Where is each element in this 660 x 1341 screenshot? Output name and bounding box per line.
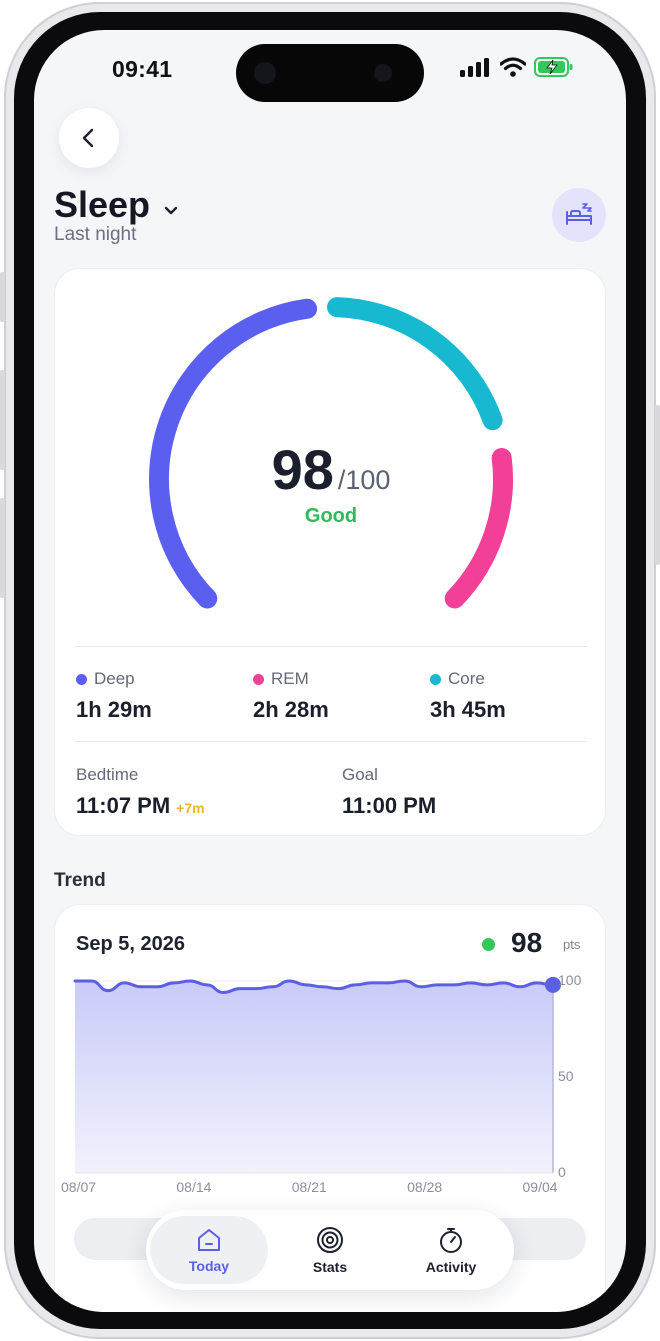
stage-rem: REM 2h 28m — [253, 669, 329, 723]
page-subtitle: Last night — [54, 224, 137, 245]
tab-activity-label: Activity — [425, 1258, 477, 1275]
bedtime-value: 11:07 PM — [76, 793, 171, 818]
x-tick-label: 08/21 — [291, 1179, 327, 1195]
stage-rem-label: REM — [271, 669, 309, 688]
sleep-score-card: 98/100 Good Deep 1h 29m REM 2h 28m Core … — [54, 268, 606, 836]
stage-deep-label: Deep — [94, 669, 135, 688]
bed-icon — [566, 203, 592, 225]
x-tick-label: 08/07 — [61, 1179, 97, 1195]
trend-area — [75, 981, 553, 1173]
volume-up-button — [0, 370, 5, 470]
goal-label: Goal — [342, 765, 378, 784]
goal: Goal 11:00 PM — [342, 765, 436, 819]
stopwatch-icon — [440, 1227, 462, 1253]
core-arc — [327, 297, 503, 431]
core-dot — [430, 673, 441, 685]
home-icon — [198, 1228, 220, 1251]
page-title[interactable]: Sleep — [54, 184, 151, 225]
divider — [75, 646, 587, 647]
trend-status-dot — [482, 938, 495, 951]
stage-rem-value: 2h 28m — [253, 697, 329, 722]
chevron-down-icon[interactable] — [164, 206, 178, 216]
stage-core: Core 3h 45m — [430, 669, 506, 723]
tab-today[interactable]: Today — [150, 1216, 268, 1284]
divider — [75, 741, 587, 742]
x-tick-label: 08/28 — [407, 1179, 443, 1195]
tab-stats-label: Stats — [312, 1258, 348, 1275]
x-tick-label: 08/14 — [176, 1179, 212, 1195]
tab-bar: Today Stats Activity — [146, 1210, 514, 1290]
goal-value: 11:00 PM — [342, 793, 437, 818]
back-button[interactable] — [59, 108, 119, 168]
deep-dot — [76, 673, 87, 685]
screen: 09:41 Sleep Last night — [34, 30, 626, 1312]
x-tick-label: 09/04 — [522, 1179, 558, 1195]
y-tick-label: 50 — [558, 1068, 574, 1084]
wifi-icon — [500, 57, 526, 77]
bedtime-label: Bedtime — [76, 765, 139, 784]
sleep-score-ring — [149, 297, 513, 609]
sleep-mode-button[interactable] — [552, 188, 606, 242]
stage-deep: Deep 1h 29m — [76, 669, 152, 723]
status-icons — [460, 56, 574, 78]
tab-today-label: Today — [188, 1257, 230, 1274]
tab-activity[interactable]: Activity — [392, 1216, 510, 1284]
volume-down-button — [0, 498, 5, 598]
action-button — [0, 272, 5, 322]
stage-deep-value: 1h 29m — [76, 697, 152, 722]
rem-dot — [253, 673, 264, 685]
score-value: 98 — [271, 438, 334, 501]
trend-current-point[interactable] — [545, 976, 561, 993]
trend-line — [73, 979, 555, 995]
rings-icon — [317, 1226, 343, 1253]
trend-section-title: Trend — [54, 870, 106, 891]
stage-core-label: Core — [448, 669, 485, 688]
stage-core-value: 3h 45m — [430, 697, 506, 722]
y-tick-label: 100 — [558, 972, 582, 988]
power-button — [655, 405, 660, 565]
rem-arc — [444, 448, 513, 609]
bedtime-delta: +7m — [176, 800, 205, 816]
status-time: 09:41 — [112, 56, 173, 82]
trend-value: 98 — [511, 927, 543, 958]
sensor-icon — [374, 64, 392, 82]
score-max: /100 — [337, 465, 391, 495]
sleep-score: 98/100 — [55, 437, 607, 502]
trend-chart[interactable] — [55, 955, 607, 1255]
signal-icon — [460, 58, 489, 77]
trend-unit: pts — [563, 937, 581, 952]
trend-date: Sep 5, 2026 — [76, 933, 185, 955]
score-rating: Good — [304, 505, 358, 527]
deep-arc — [149, 298, 318, 609]
dynamic-island — [236, 44, 424, 102]
tab-stats[interactable]: Stats — [271, 1216, 389, 1284]
y-tick-label: 0 — [558, 1164, 566, 1180]
chevron-left-icon — [82, 128, 94, 148]
bedtime: Bedtime 11:07 PM +7m — [76, 765, 205, 819]
battery-charging-icon — [534, 57, 573, 77]
camera-icon — [254, 62, 276, 84]
